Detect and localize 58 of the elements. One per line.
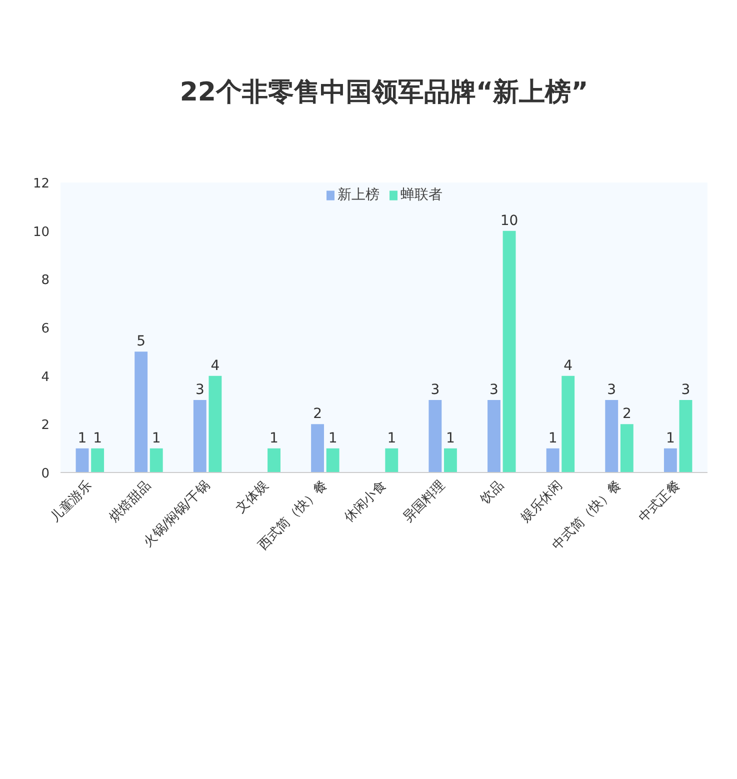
- data-label: 2: [313, 406, 322, 422]
- data-label: 1: [270, 430, 278, 446]
- x-tick-label: 异国料理: [400, 478, 448, 526]
- data-label: 1: [446, 430, 455, 446]
- data-label: 3: [430, 382, 440, 398]
- data-label: 1: [93, 430, 102, 446]
- bar: [150, 448, 163, 472]
- bar: [488, 400, 500, 472]
- x-tick-label: 饮品: [477, 478, 507, 508]
- data-label: 1: [548, 430, 558, 446]
- bar: [268, 448, 280, 472]
- legend-label: 蝉联者: [400, 186, 442, 204]
- bar: [620, 424, 634, 472]
- y-tick-label: 10: [32, 224, 50, 240]
- data-label: 1: [328, 430, 338, 446]
- bar: [605, 400, 618, 472]
- x-tick-label: 儿童游乐: [47, 477, 96, 526]
- y-tick-label: 0: [41, 466, 50, 482]
- bar: [91, 448, 104, 472]
- data-label: 3: [607, 382, 616, 398]
- data-label: 3: [681, 382, 690, 398]
- chart-title: 22个非零售中国领军品牌“新上榜”: [180, 78, 588, 108]
- x-tick-label: 娱乐休闲: [518, 478, 566, 526]
- bar: [193, 400, 206, 472]
- x-tick-label: 中式正餐: [636, 478, 684, 526]
- bar: [76, 448, 89, 472]
- bar: [385, 448, 398, 472]
- x-tick-label: 烘焙甜品: [106, 478, 154, 526]
- y-tick-label: 8: [41, 273, 50, 288]
- data-label: 1: [78, 430, 87, 446]
- data-label: 2: [622, 406, 632, 422]
- data-label: 3: [490, 382, 498, 398]
- data-label: 1: [152, 430, 161, 446]
- bar: [502, 230, 516, 472]
- bar: [444, 448, 457, 472]
- y-tick-label: 2: [41, 418, 50, 434]
- bar: [546, 448, 560, 472]
- y-tick-label: 12: [32, 176, 50, 192]
- bar: [208, 376, 222, 472]
- data-label: 5: [136, 334, 146, 350]
- bar: [664, 448, 677, 472]
- data-label: 4: [210, 358, 220, 374]
- x-tick-label: 文体娱: [233, 478, 272, 516]
- y-tick-label: 6: [41, 322, 50, 336]
- y-tick-label: 4: [41, 370, 50, 385]
- data-label: 10: [500, 212, 518, 229]
- bar: [562, 376, 575, 472]
- data-label: 1: [387, 430, 396, 446]
- x-tick-label: 休闲小食: [342, 478, 390, 526]
- data-label: 3: [195, 382, 204, 398]
- bar: [428, 400, 442, 472]
- bar: [134, 352, 148, 472]
- bar: [679, 400, 692, 472]
- bar: [311, 424, 324, 472]
- legend-label: 新上榜: [338, 186, 380, 204]
- data-label: 4: [564, 358, 573, 374]
- data-label: 1: [666, 430, 675, 446]
- bar: [326, 448, 340, 472]
